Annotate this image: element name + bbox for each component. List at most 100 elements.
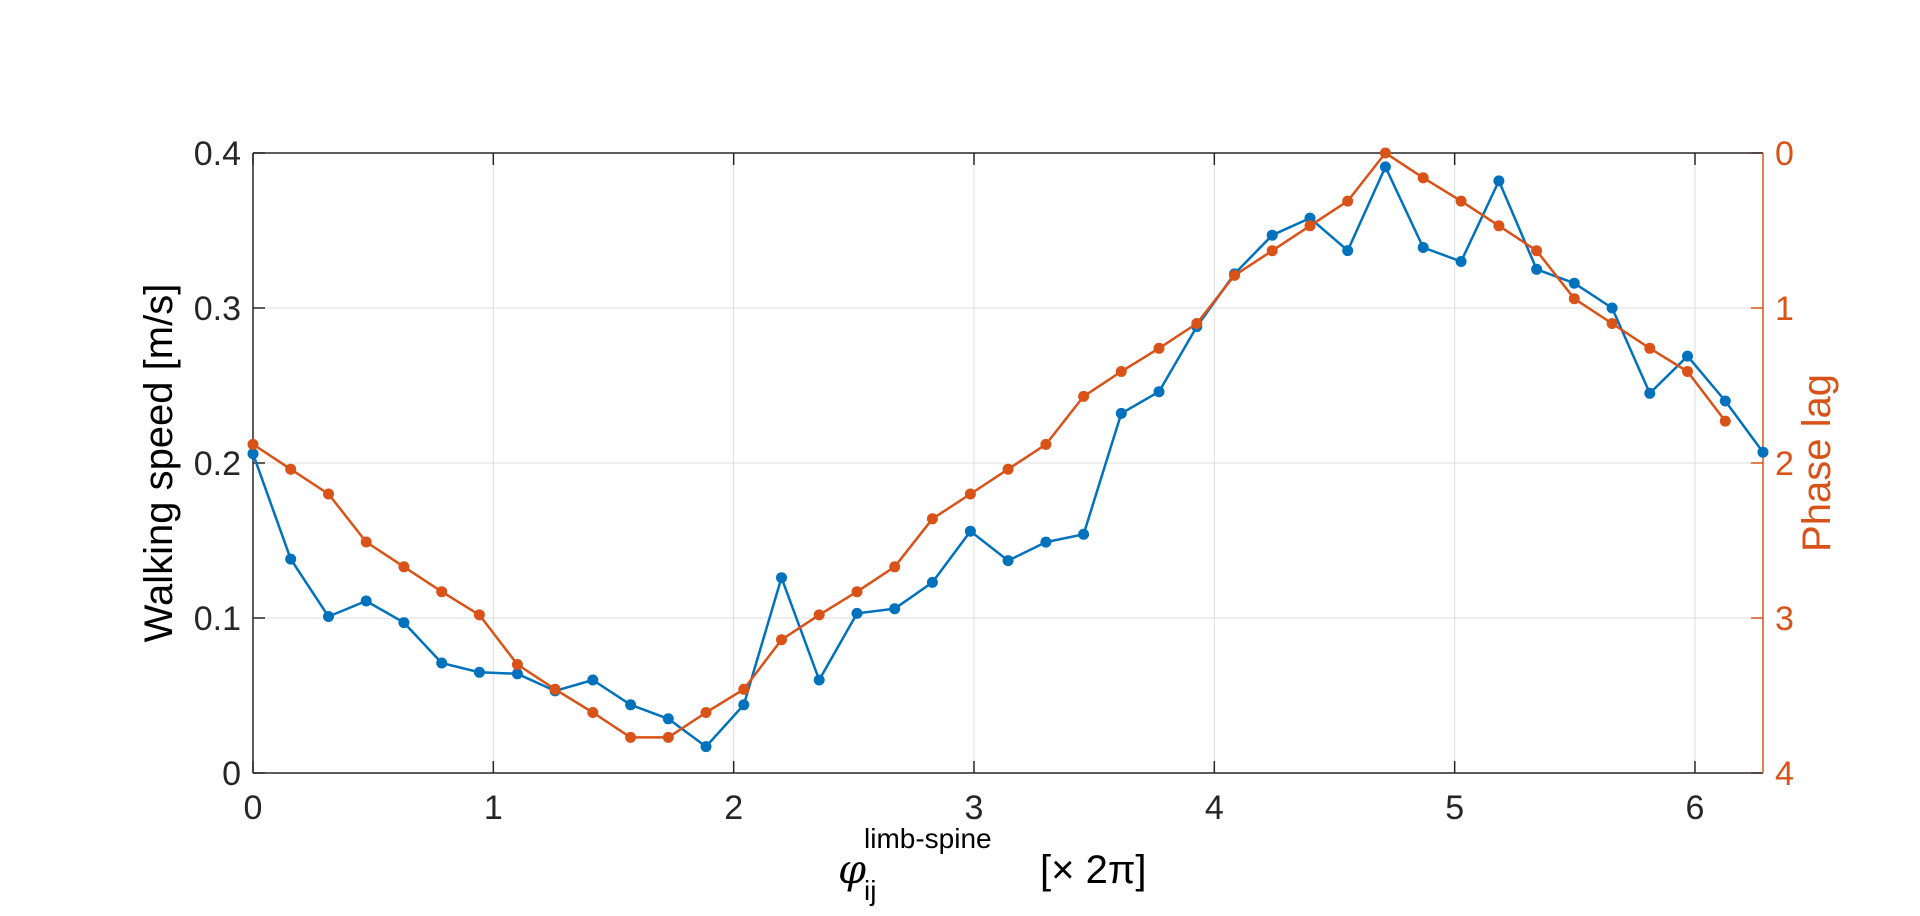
- data-point-phase-lag: [511, 659, 523, 670]
- data-point-walking-speed: [1719, 395, 1731, 407]
- data-point-phase-lag: [1115, 366, 1127, 377]
- data-point-phase-lag: [1417, 172, 1429, 184]
- data-point-phase-lag: [1153, 342, 1165, 354]
- data-point-phase-lag: [1493, 220, 1505, 232]
- data-point-walking-speed: [247, 448, 259, 460]
- data-point-phase-lag: [1455, 195, 1467, 207]
- y-tick-label-left: 0: [222, 755, 241, 793]
- x-tick-label: 1: [484, 789, 503, 827]
- data-point-phase-lag: [964, 488, 976, 500]
- data-point-phase-lag: [323, 488, 334, 500]
- data-point-phase-lag: [1644, 342, 1656, 354]
- data-point-phase-lag: [1266, 245, 1278, 257]
- data-point-phase-lag: [851, 586, 863, 598]
- y-tick-label-right: 4: [1775, 755, 1794, 793]
- data-point-walking-speed: [285, 553, 297, 565]
- data-point-phase-lag: [1531, 245, 1543, 257]
- data-point-phase-lag: [1002, 463, 1014, 475]
- data-point-walking-speed: [1266, 229, 1278, 241]
- data-point-phase-lag: [1719, 415, 1731, 427]
- data-point-walking-speed: [964, 525, 976, 537]
- data-point-phase-lag: [1568, 293, 1580, 305]
- data-point-phase-lag: [473, 609, 485, 621]
- x-axis-label-subscript: ij: [864, 875, 876, 906]
- data-point-phase-lag: [1040, 438, 1052, 450]
- data-point-phase-lag: [549, 683, 561, 695]
- data-point-phase-lag: [738, 683, 750, 695]
- data-point-walking-speed: [889, 603, 901, 615]
- series-line-phase-lag: [252, 151, 1727, 739]
- data-point-walking-speed: [662, 713, 674, 725]
- data-point-phase-lag: [285, 463, 297, 475]
- x-axis-label-superscript: limb-spine: [864, 823, 992, 854]
- data-point-phase-lag: [587, 707, 599, 718]
- data-point-walking-speed: [851, 607, 863, 619]
- data-point-walking-speed: [1379, 161, 1391, 173]
- data-point-phase-lag: [700, 707, 712, 718]
- data-point-walking-speed: [1455, 256, 1467, 267]
- data-point-walking-speed: [1644, 387, 1656, 399]
- data-point-walking-speed: [360, 595, 372, 607]
- data-point-phase-lag: [776, 634, 787, 646]
- data-point-walking-speed: [1531, 263, 1543, 275]
- data-point-walking-speed: [1002, 555, 1014, 567]
- data-point-walking-speed: [473, 666, 485, 678]
- x-tick-label: 5: [1445, 789, 1464, 827]
- x-axis-label-symbol: φ: [838, 847, 866, 893]
- data-point-walking-speed: [1568, 277, 1580, 289]
- data-point-walking-speed: [738, 699, 750, 711]
- series-layer: [247, 147, 1769, 753]
- data-point-phase-lag: [625, 731, 637, 743]
- data-point-phase-lag: [1304, 220, 1316, 232]
- data-point-phase-lag: [662, 731, 674, 743]
- data-point-walking-speed: [700, 741, 712, 753]
- data-point-walking-speed: [1493, 175, 1505, 187]
- data-point-phase-lag: [1078, 390, 1090, 402]
- y-tick-label-left: 0.3: [194, 290, 241, 328]
- data-point-walking-speed: [926, 576, 938, 588]
- y-tick-label-left: 0.4: [194, 135, 241, 173]
- y-axis-label-right: Phase lag: [1795, 374, 1839, 552]
- y-tick-label-left: 0.2: [194, 445, 241, 483]
- data-point-phase-lag: [398, 561, 410, 573]
- data-point-phase-lag: [926, 513, 938, 525]
- data-point-walking-speed: [1342, 245, 1354, 257]
- data-point-walking-speed: [1606, 302, 1618, 314]
- y-axis-label-left: Walking speed [m/s]: [137, 284, 181, 643]
- data-point-walking-speed: [398, 617, 410, 629]
- data-point-phase-lag: [1229, 269, 1240, 281]
- data-point-walking-speed: [1115, 407, 1127, 419]
- data-point-phase-lag: [1191, 318, 1203, 329]
- x-tick-label: 0: [244, 789, 263, 827]
- data-point-walking-speed: [1682, 350, 1693, 362]
- data-point-phase-lag: [813, 609, 825, 621]
- y-tick-label-right: 0: [1775, 135, 1794, 173]
- data-point-walking-speed: [776, 572, 787, 584]
- data-point-walking-speed: [1417, 242, 1429, 253]
- data-point-walking-speed: [1304, 212, 1316, 224]
- data-point-walking-speed: [323, 611, 334, 622]
- y-tick-label-left: 0.1: [194, 600, 241, 638]
- data-point-walking-speed: [1078, 528, 1090, 540]
- x-tick-label: 3: [965, 789, 984, 827]
- data-point-walking-speed: [1153, 386, 1165, 398]
- data-point-walking-speed: [813, 674, 825, 686]
- data-point-walking-speed: [1040, 536, 1052, 548]
- data-point-phase-lag: [360, 536, 372, 548]
- data-point-phase-lag: [247, 438, 259, 450]
- data-point-walking-speed: [511, 668, 523, 680]
- data-point-phase-lag: [1342, 195, 1354, 207]
- data-point-phase-lag: [1682, 366, 1693, 377]
- y-tick-label-right: 2: [1775, 445, 1794, 483]
- data-point-phase-lag: [1379, 147, 1391, 159]
- x-tick-label: 2: [724, 789, 743, 827]
- x-tick-label: 6: [1686, 789, 1705, 827]
- axes: 0 1 2 3 4 5 6 0 0.1 0.2 0.3 0.4 0 1 2 3 4: [194, 135, 1794, 827]
- data-point-walking-speed: [1757, 446, 1769, 458]
- data-point-phase-lag: [889, 561, 901, 573]
- y-tick-label-right: 3: [1775, 600, 1794, 638]
- data-point-walking-speed: [587, 674, 599, 686]
- data-point-phase-lag: [436, 586, 448, 598]
